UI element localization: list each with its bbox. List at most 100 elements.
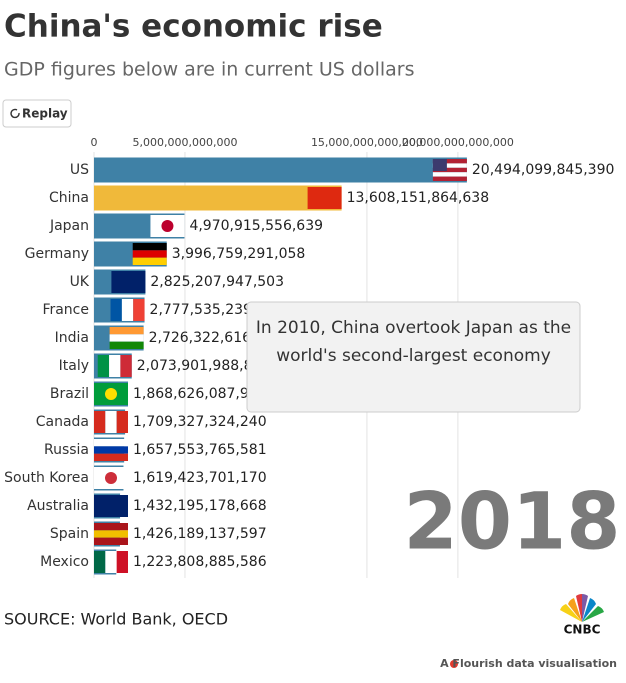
flag-stripe bbox=[94, 495, 128, 517]
category-label: France bbox=[42, 302, 89, 318]
flag bbox=[109, 327, 144, 349]
value-label: 20,494,099,845,390 bbox=[472, 162, 615, 178]
value-label: 1,657,553,765,581 bbox=[133, 442, 267, 458]
flag-stripe bbox=[432, 163, 467, 168]
category-label: India bbox=[55, 330, 89, 346]
flag-stripe bbox=[94, 551, 106, 573]
year-label: 2018 bbox=[403, 477, 620, 567]
flag-stripe bbox=[105, 551, 117, 573]
flag-stripe bbox=[109, 334, 144, 342]
category-label: Germany bbox=[25, 246, 89, 262]
flag-stripe bbox=[105, 411, 117, 433]
footer: A Flourish data visualisation bbox=[440, 657, 617, 670]
chart-title: China's economic rise bbox=[4, 9, 383, 45]
flag-stripe bbox=[120, 355, 132, 377]
category-label: Spain bbox=[50, 526, 89, 542]
flag-stripe bbox=[109, 327, 144, 335]
bar bbox=[94, 185, 342, 211]
flag bbox=[97, 355, 132, 377]
flag-stripe bbox=[121, 299, 134, 321]
logo-feather bbox=[582, 594, 588, 622]
flag-stripe bbox=[132, 250, 167, 258]
flag bbox=[94, 495, 128, 517]
annotation-box: In 2010, China overtook Japan as the wor… bbox=[246, 301, 581, 413]
flag-emblem bbox=[105, 388, 117, 400]
category-label: Mexico bbox=[40, 554, 89, 570]
flag bbox=[94, 551, 128, 573]
value-label: 2,073,901,988,878 bbox=[137, 358, 271, 374]
flag bbox=[432, 159, 467, 181]
flag bbox=[94, 383, 128, 405]
annotation-text: In 2010, China overtook Japan as the wor… bbox=[255, 318, 572, 366]
flag bbox=[94, 439, 128, 461]
category-label: China bbox=[49, 190, 89, 206]
flag-stripe bbox=[432, 167, 467, 173]
flag-stripe bbox=[94, 523, 128, 531]
logo: CNBC bbox=[560, 594, 604, 637]
flag bbox=[307, 187, 342, 209]
replay-button[interactable]: Replay bbox=[2, 99, 72, 128]
flag-stripe bbox=[133, 299, 145, 321]
flag-stripe bbox=[94, 537, 128, 545]
value-label: 1,223,808,885,586 bbox=[133, 554, 267, 570]
source: SOURCE: World Bank, OECD bbox=[4, 610, 228, 629]
x-tick-label: 15,000,000,000,000 bbox=[311, 136, 423, 149]
flag-canton bbox=[432, 159, 447, 171]
flag bbox=[94, 411, 128, 433]
flag-stripe bbox=[109, 341, 144, 349]
annotation-frame bbox=[246, 301, 581, 413]
flag bbox=[132, 243, 167, 265]
flag-stripe bbox=[432, 172, 467, 177]
logo-feather bbox=[560, 604, 582, 622]
logo-feather bbox=[568, 598, 582, 622]
button-frame[interactable] bbox=[2, 99, 72, 128]
category-label: Canada bbox=[36, 414, 89, 430]
value-label: 1,426,189,137,597 bbox=[133, 526, 267, 542]
flag-stripe bbox=[432, 176, 467, 181]
flag-stripe bbox=[116, 551, 128, 573]
flag-stripe bbox=[307, 187, 342, 209]
chart-subtitle: GDP figures below are in current US doll… bbox=[4, 59, 415, 81]
value-label: 3,996,759,291,058 bbox=[172, 246, 306, 262]
value-label: 1,868,626,087,908 bbox=[133, 386, 267, 402]
value-label: 2,825,207,947,503 bbox=[150, 274, 284, 290]
flag-stripe bbox=[432, 159, 467, 164]
flag bbox=[94, 523, 128, 545]
flag-stripe bbox=[94, 453, 128, 461]
logo-feather bbox=[582, 606, 604, 622]
flag bbox=[94, 467, 128, 489]
category-label: Brazil bbox=[50, 386, 89, 402]
category-label: Russia bbox=[44, 442, 89, 458]
x-tick-label: 5,000,000,000,000 bbox=[132, 136, 237, 149]
category-label: Italy bbox=[59, 358, 89, 374]
flag-stripe bbox=[132, 243, 167, 251]
bar bbox=[94, 157, 467, 183]
replay-icon[interactable] bbox=[10, 108, 20, 119]
flag-stripe bbox=[109, 355, 121, 377]
button-label[interactable]: Replay bbox=[22, 107, 68, 121]
flag-emblem bbox=[105, 472, 117, 484]
category-label: Australia bbox=[27, 498, 89, 514]
annotation-holder: In 2010, China overtook Japan as the wor… bbox=[255, 318, 572, 366]
category-label: Japan bbox=[49, 218, 89, 234]
value-label: 13,608,151,864,638 bbox=[347, 190, 490, 206]
flag bbox=[111, 271, 146, 293]
flag bbox=[110, 299, 145, 321]
flag-stripe bbox=[111, 271, 146, 293]
logo-feather bbox=[576, 594, 582, 622]
logo-text: CNBC bbox=[564, 623, 601, 637]
flag-stripe bbox=[94, 530, 128, 538]
logo-feather bbox=[582, 598, 596, 622]
flag-stripe bbox=[116, 411, 128, 433]
x-tick-label: 20,000,000,000,000 bbox=[402, 136, 514, 149]
flourish-icon bbox=[450, 660, 458, 668]
value-label: 1,432,195,178,668 bbox=[133, 498, 267, 514]
x-tick-label: 0 bbox=[91, 136, 98, 149]
value-label: 1,619,423,701,170 bbox=[133, 470, 267, 486]
value-label: 4,970,915,556,639 bbox=[189, 218, 323, 234]
flag-stripe bbox=[110, 299, 122, 321]
category-label: South Korea bbox=[4, 470, 89, 486]
value-label: 1,709,327,324,240 bbox=[133, 414, 267, 430]
flag-emblem bbox=[161, 220, 174, 232]
